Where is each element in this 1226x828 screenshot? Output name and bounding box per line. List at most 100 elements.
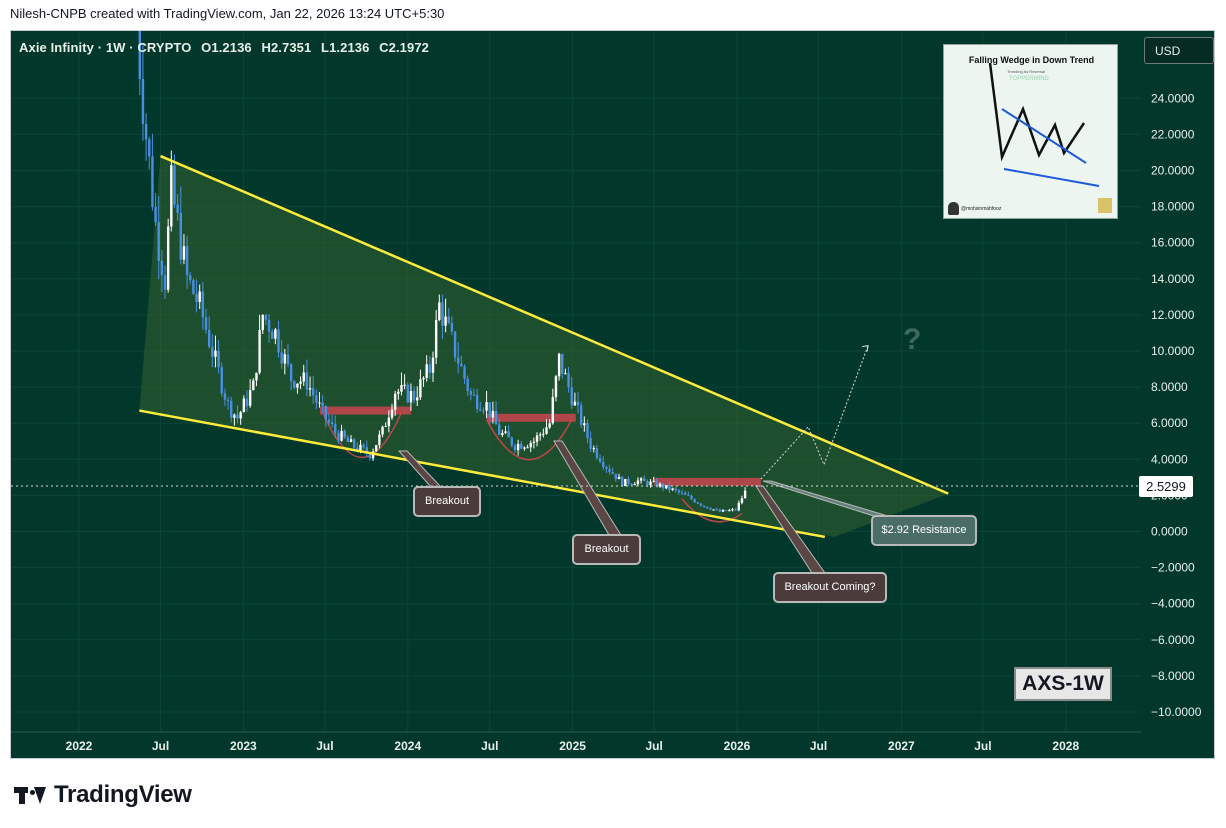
candle-body xyxy=(311,388,315,396)
candle-body xyxy=(529,442,532,448)
chart-credit: Nilesh-CNPB created with TradingView.com… xyxy=(10,6,445,21)
candle-body xyxy=(573,401,577,406)
x-tick-label: Jul xyxy=(481,739,498,753)
candle-body xyxy=(731,509,734,511)
candle-down xyxy=(677,489,681,495)
cup-arc-2 xyxy=(485,419,573,461)
candle-down xyxy=(192,278,195,295)
candle-up xyxy=(308,376,312,397)
candle-body xyxy=(173,165,176,205)
candle-up xyxy=(400,372,403,396)
candle-up xyxy=(658,482,662,488)
candle-down xyxy=(718,508,722,512)
candle-down xyxy=(441,294,444,340)
x-tick-label: Jul xyxy=(645,739,662,753)
breakout-label-1[interactable]: Breakout xyxy=(413,486,481,517)
candle-down xyxy=(586,419,589,444)
candle-body xyxy=(510,437,514,446)
brand-name: TradingView xyxy=(54,781,192,808)
candle-body xyxy=(702,505,706,507)
last-price-label: 2.5299 xyxy=(1139,476,1193,497)
candle-body xyxy=(538,434,542,436)
candle-up xyxy=(639,476,643,484)
candle-down xyxy=(513,443,517,454)
candle-body xyxy=(346,437,350,442)
candle-down xyxy=(293,380,296,390)
candle-body xyxy=(494,410,498,425)
candle-up xyxy=(375,444,378,452)
candle-body xyxy=(387,417,391,427)
candle-down xyxy=(605,465,608,473)
candle-body xyxy=(718,509,722,512)
candle-body xyxy=(734,509,737,511)
candle-body xyxy=(365,447,368,454)
chart-frame[interactable]: 24.0000 22.0000 20.0000 18.0000 16.0000 14.00… xyxy=(10,30,1215,759)
candle-body xyxy=(583,423,586,426)
candle-body xyxy=(403,384,406,386)
candle-body xyxy=(204,317,208,330)
candle-up xyxy=(258,314,261,375)
candle-body xyxy=(422,378,425,380)
candle-body xyxy=(592,448,595,450)
candle-body xyxy=(239,412,242,419)
candle-body xyxy=(261,315,264,331)
candle-body xyxy=(706,506,709,509)
candle-body xyxy=(337,433,340,441)
y-tick-label: −10.0000 xyxy=(1151,705,1202,719)
candle-body xyxy=(157,222,160,261)
candle-body xyxy=(643,478,646,482)
candle-down xyxy=(598,454,602,464)
candle-up xyxy=(248,379,252,408)
y-tick-label: −6.0000 xyxy=(1151,633,1195,647)
breakout-label-2[interactable]: Breakout xyxy=(572,534,641,565)
candle-down xyxy=(141,43,145,141)
currency-button[interactable]: USD xyxy=(1144,37,1214,64)
candle-up xyxy=(425,355,428,382)
tradingview-logo[interactable]: TradingView xyxy=(14,780,192,810)
inset-bars-icon xyxy=(1098,198,1112,213)
resistance-label[interactable]: $2.92 Resistance xyxy=(871,515,977,546)
resistance-bands xyxy=(319,406,761,486)
candle-body xyxy=(441,302,444,326)
symbol-legend[interactable]: Axie Infinity · 1W · CRYPTO O1.2136 H2.7… xyxy=(19,40,435,55)
candle-body xyxy=(248,390,252,406)
candle-body xyxy=(579,405,583,426)
candle-down xyxy=(264,313,268,326)
candle-down xyxy=(687,491,690,497)
tradingview-logo-icon xyxy=(14,785,46,805)
candle-body xyxy=(431,357,435,373)
breakout-coming-label[interactable]: Breakout Coming? xyxy=(773,572,887,603)
candle-body xyxy=(472,394,476,396)
candle-down xyxy=(507,424,510,438)
candle-body xyxy=(330,422,334,425)
candle-down xyxy=(217,340,220,374)
x-tick-label: Jul xyxy=(152,739,169,753)
candle-down xyxy=(498,418,501,436)
candle-down xyxy=(453,330,457,362)
candle-body xyxy=(548,423,551,428)
candle-body xyxy=(264,315,268,320)
y-tick-label: 8.0000 xyxy=(1151,380,1188,394)
candle-down xyxy=(734,508,737,512)
candle-body xyxy=(207,329,211,347)
candle-down xyxy=(179,186,182,265)
candle-body xyxy=(293,381,296,388)
candle-up xyxy=(649,479,652,488)
candle-body xyxy=(485,402,488,411)
price-axis: 24.0000 22.0000 20.0000 18.0000 16.0000 14.00… xyxy=(1151,91,1202,719)
candle-up xyxy=(384,422,387,428)
candle-down xyxy=(428,355,432,380)
candle-body xyxy=(567,373,570,388)
candle-down xyxy=(479,402,482,412)
candle-down xyxy=(620,475,624,487)
candle-up xyxy=(233,413,236,426)
candle-body xyxy=(195,293,198,302)
candle-up xyxy=(409,383,413,411)
candle-body xyxy=(724,510,728,512)
candle-up xyxy=(397,388,400,400)
candle-body xyxy=(491,410,495,418)
candle-up xyxy=(532,437,536,449)
candle-down xyxy=(160,250,164,293)
candle-body xyxy=(447,316,450,323)
candle-body xyxy=(586,423,589,439)
